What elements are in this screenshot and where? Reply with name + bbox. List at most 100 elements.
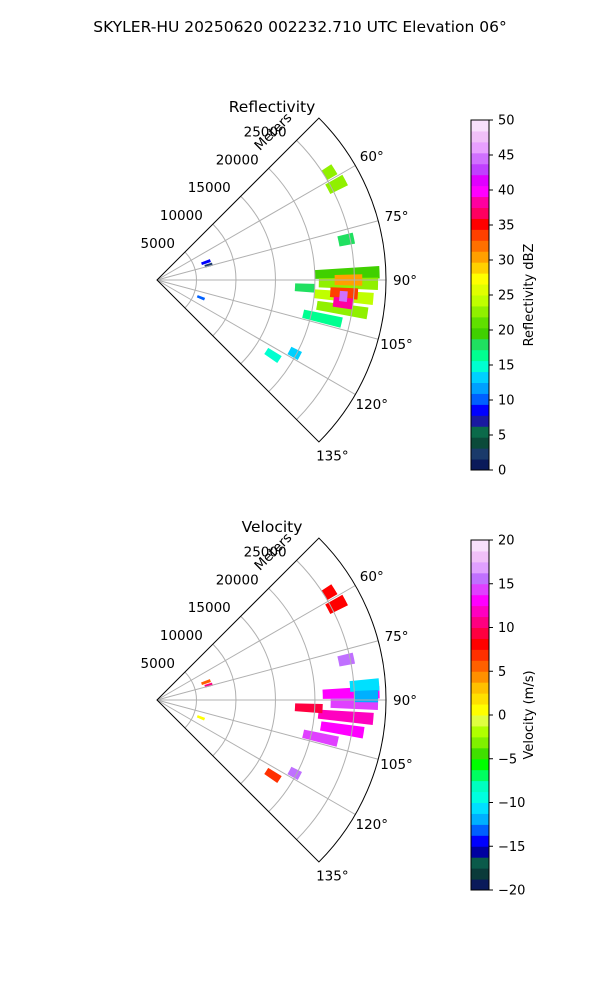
azimuth-spoke [156, 165, 356, 281]
echo-cell [196, 295, 206, 301]
azimuth-tick-label: 120° [356, 817, 389, 833]
colorbar-segment [471, 605, 489, 618]
echo-cell [201, 259, 211, 266]
colorbar-tick-label: −10 [498, 796, 525, 811]
azimuth-tick-label: 90° [393, 273, 417, 289]
echo-cell [196, 715, 206, 721]
colorbar-segment [471, 835, 489, 847]
colorbar-tick-label: 20 [498, 324, 515, 339]
azimuth-spoke [156, 699, 356, 815]
range-tick-label: 25000 [244, 124, 287, 140]
colorbar-segment [471, 130, 489, 143]
range-tick-label: 20000 [216, 572, 259, 588]
echo-cell [338, 290, 348, 302]
range-tick-label: 10000 [160, 208, 203, 224]
colorbar-segment [471, 382, 489, 394]
colorbar-tick-label: 15 [498, 577, 515, 592]
colorbar-segment [471, 846, 489, 858]
colorbar-tick-label: 10 [498, 394, 515, 409]
colorbar-segment [471, 327, 489, 340]
colorbar-segment [471, 572, 489, 585]
colorbar-segment [471, 459, 489, 471]
echo-cell [354, 689, 379, 703]
echo-cell [332, 296, 354, 310]
azimuth-tick-label: 60° [360, 569, 384, 585]
colorbar-segment [471, 550, 489, 563]
colorbar-segment [471, 638, 489, 650]
figure-title: SKYLER-HU 20250620 002232.710 UTC Elevat… [93, 18, 507, 36]
echo-cell [264, 767, 282, 783]
azimuth-tick-label: 120° [356, 397, 389, 413]
colorbar-tick-label: 5 [498, 429, 506, 444]
azimuth-spoke [156, 585, 356, 701]
colorbar-segment [471, 791, 489, 803]
colorbar-segment [471, 415, 489, 427]
echo-cell [316, 300, 369, 320]
echo-cell [294, 283, 315, 293]
azimuth-tick-label: 135° [316, 448, 349, 464]
colorbar-segment [471, 240, 489, 252]
colorbar-segment [471, 393, 489, 405]
range-tick-label: 5000 [141, 656, 175, 672]
echo-cell [319, 721, 365, 739]
azimuth-tick-label: 90° [393, 693, 417, 709]
echo-cell [201, 679, 211, 686]
echo-cell [349, 678, 380, 692]
colorbar-segment [471, 120, 489, 132]
azimuth-tick-label: 105° [380, 757, 413, 773]
echo-cell [287, 346, 302, 360]
echo-cell [294, 703, 323, 714]
colorbar-segment [471, 540, 489, 552]
colorbar-segment [471, 218, 489, 230]
reflectivity-panel: Reflectivity500010000150002000025000Mete… [141, 98, 537, 479]
colorbar-segment [471, 437, 489, 449]
panel-title: Reflectivity [229, 98, 316, 116]
colorbar-segment [471, 207, 489, 219]
panel-title: Velocity [242, 518, 303, 536]
colorbar-segment [471, 174, 489, 187]
colorbar-segment [471, 693, 489, 705]
colorbar-segment [471, 758, 489, 771]
echo-cell [317, 709, 374, 725]
colorbar-tick-label: 50 [498, 114, 515, 129]
colorbar-segment [471, 627, 489, 639]
azimuth-tick-label: 60° [360, 149, 384, 165]
colorbar-segment [471, 704, 489, 716]
echo-cell [325, 594, 348, 614]
colorbar-segment [471, 338, 489, 351]
colorbar-segment [471, 583, 489, 596]
echo-cell [325, 174, 348, 194]
colorbar-segment [471, 316, 489, 329]
colorbar-label: Velocity (m/s) [522, 670, 537, 759]
azimuth-tick-label: 75° [385, 629, 409, 645]
colorbar-segment [471, 857, 489, 869]
colorbar-segment [471, 273, 489, 285]
colorbar-segment [471, 305, 489, 318]
echo-cell [287, 766, 302, 780]
colorbar-segment [471, 229, 489, 241]
azimuth-spoke [156, 220, 379, 281]
colorbar-tick-label: 0 [498, 464, 506, 479]
colorbar-tick-label: 20 [498, 534, 515, 549]
colorbar-segment [471, 152, 489, 165]
colorbar-segment [471, 813, 489, 825]
azimuth-spoke [156, 699, 379, 760]
colorbar-segment [471, 725, 489, 738]
colorbar-segment [471, 868, 489, 880]
echo-cell [302, 309, 343, 328]
colorbar-segment [471, 349, 489, 362]
colorbar-tick-label: −5 [498, 752, 517, 767]
colorbar-tick-label: 5 [498, 665, 506, 680]
colorbar-tick-label: 10 [498, 621, 515, 636]
colorbar-segment [471, 671, 489, 683]
range-tick-label: 10000 [160, 628, 203, 644]
colorbar-tick-label: −15 [498, 840, 525, 855]
colorbar-segment [471, 802, 489, 814]
azimuth-tick-label: 105° [380, 337, 413, 353]
azimuth-spoke [156, 279, 356, 395]
colorbar-label: Reflectivity dBZ [522, 244, 537, 347]
azimuth-spoke [156, 640, 379, 701]
colorbar-segment [471, 736, 489, 749]
colorbar-segment [471, 251, 489, 263]
